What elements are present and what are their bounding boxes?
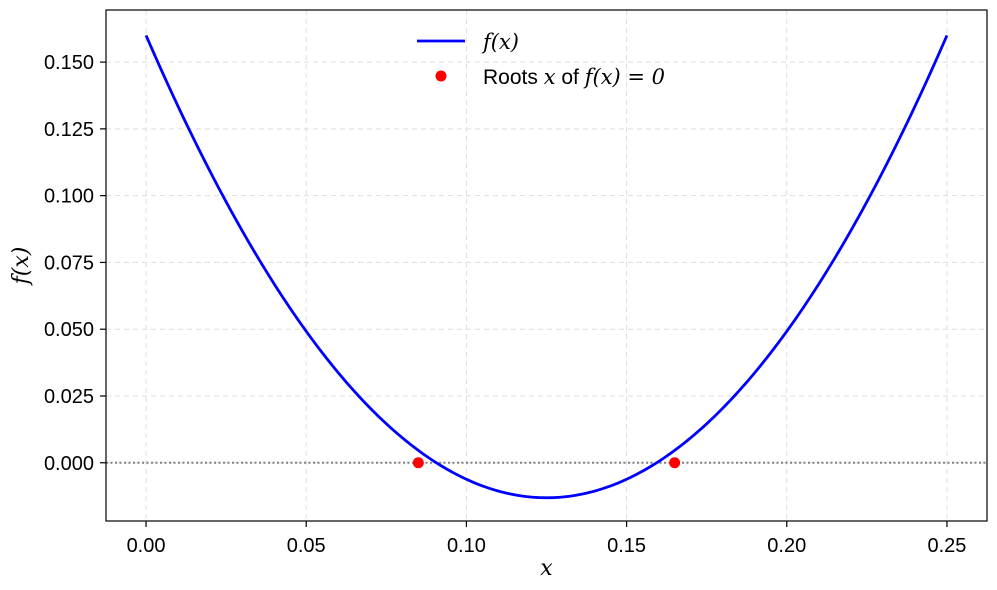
plot-frame — [105, 9, 988, 522]
root-point — [669, 457, 681, 469]
y-tick-label: 0.125 — [44, 119, 94, 141]
y-tick-label: 0.000 — [44, 453, 94, 475]
legend-line-label: f(x) — [481, 30, 519, 54]
x-axis-label: x — [540, 556, 553, 581]
legend-points-mid: of — [556, 66, 585, 89]
x-axis-ticks: 0.00 0.05 0.10 0.15 0.20 0.25 — [127, 521, 966, 557]
y-axis-label: f(x) — [9, 247, 34, 287]
series-line-f — [144, 34, 949, 500]
x-tick-label: 0.10 — [447, 535, 486, 557]
y-axis-ticks: 0.000 0.025 0.050 0.075 0.100 0.125 0.150 — [44, 52, 106, 475]
y-tick-label: 0.075 — [44, 252, 94, 274]
x-tick-label: 0.25 — [927, 535, 966, 557]
legend-points-prefix: Roots — [483, 66, 544, 89]
y-tick-label: 0.025 — [44, 386, 94, 408]
legend-line-label-math: f(x) — [481, 30, 519, 54]
legend-points-math1: x — [544, 65, 556, 89]
root-point — [412, 457, 424, 469]
legend-points-math2: f(x) = 0 — [583, 65, 665, 89]
legend: f(x) Roots x of f(x) = 0 — [417, 30, 665, 89]
grid — [106, 10, 987, 521]
x-tick-label: 0.00 — [127, 535, 166, 557]
x-tick-label: 0.05 — [287, 535, 326, 557]
series-points-layer — [412, 457, 681, 469]
legend-points-label: Roots x of f(x) = 0 — [483, 65, 665, 89]
y-tick-label: 0.050 — [44, 319, 94, 341]
x-tick-label: 0.15 — [607, 535, 646, 557]
y-tick-label: 0.150 — [44, 52, 94, 74]
series-line-layer — [144, 34, 949, 500]
legend-point-swatch — [435, 70, 447, 82]
x-tick-label: 0.20 — [767, 535, 806, 557]
y-tick-label: 0.100 — [44, 186, 94, 208]
